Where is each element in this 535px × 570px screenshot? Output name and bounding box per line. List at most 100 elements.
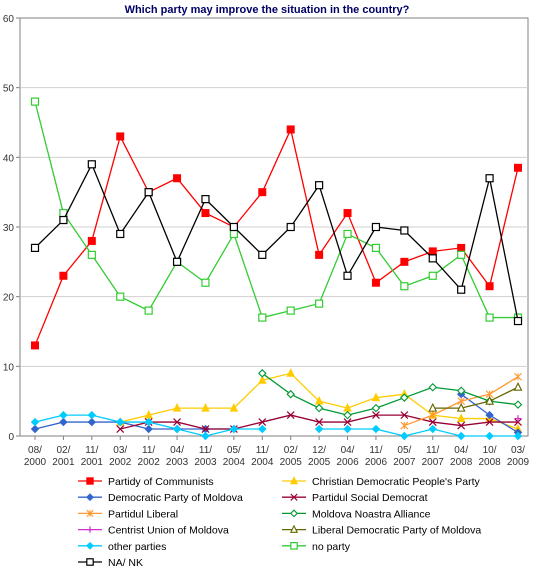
legend: Partidy of Communists Christian Democrati… (78, 476, 481, 569)
x-tick-label: 04/2003 (166, 445, 189, 468)
legend-item: Partidul Liberal (78, 508, 178, 520)
data-point (286, 411, 295, 420)
data-point (428, 382, 438, 392)
data-point (343, 209, 352, 218)
data-point (31, 341, 39, 350)
x-tick-label: 11/2004 (251, 445, 274, 468)
y-tick-label: 40 (3, 153, 15, 164)
data-point (59, 410, 68, 420)
legend-item: Centrist Union of Moldova (78, 525, 229, 537)
legend-item: Christian Democratic People's Party (282, 476, 480, 488)
legend-item: Democratic Party of Moldova (78, 492, 243, 504)
series-liberal-democratic-party-of-moldova (428, 382, 523, 412)
x-tick-label: 03/2009 (507, 445, 530, 468)
data-point (258, 424, 267, 434)
data-point (87, 236, 96, 245)
y-axis: 0 10 20 30 40 50 60 (3, 14, 20, 443)
data-point (456, 402, 466, 412)
data-point (144, 306, 153, 315)
data-point (343, 424, 352, 434)
legend-swatch-marker (86, 493, 94, 502)
data-point (258, 418, 267, 426)
data-point (172, 403, 182, 412)
series-partidul-liberal (400, 372, 522, 430)
series-democratic-party-of-moldova (30, 389, 523, 437)
legend-swatch-marker (86, 509, 94, 517)
x-tick-label: 02/2001 (52, 445, 75, 468)
x-axis: 08/200002/200111/200103/200211/200204/20… (24, 436, 530, 468)
x-tick-label: 10/2008 (478, 445, 501, 468)
data-point (371, 243, 381, 252)
data-point (201, 195, 210, 204)
legend-item: Moldova Noastra Alliance (282, 508, 431, 520)
legend-item: NA/ NK (78, 557, 143, 569)
data-point (201, 425, 210, 433)
data-point (144, 417, 153, 427)
x-tick-label: 03/2002 (109, 445, 132, 468)
data-point (286, 222, 295, 232)
legend-swatch-marker (290, 493, 298, 501)
data-point (116, 132, 125, 141)
data-point (172, 257, 182, 266)
data-point (201, 209, 210, 218)
data-point (457, 243, 466, 252)
y-tick-label: 20 (3, 293, 15, 304)
legend-item: other parties (78, 541, 166, 553)
data-point (315, 181, 324, 190)
y-tick-label: 30 (3, 223, 15, 234)
data-point (144, 188, 153, 197)
data-point (116, 417, 125, 427)
data-point (428, 254, 437, 263)
series-line (34, 127, 519, 346)
legend-swatch-marker (86, 558, 94, 566)
series-partidy-of-communists (31, 125, 522, 350)
series-line (432, 386, 519, 409)
data-point (87, 410, 97, 420)
legend-swatch-marker (86, 477, 94, 485)
series-no-party (30, 97, 523, 322)
data-point (456, 386, 466, 395)
data-point (173, 418, 181, 426)
data-point (457, 285, 466, 294)
legend-label: Christian Democratic People's Party (312, 476, 480, 488)
data-point (457, 250, 466, 259)
x-tick-label: 11/2003 (194, 445, 217, 468)
x-tick-label: 11/2007 (422, 445, 445, 468)
x-tick-label: 11/2006 (365, 445, 388, 468)
data-point (286, 125, 295, 134)
legend-swatch-marker (86, 526, 94, 533)
x-tick-label: 05/2004 (223, 445, 246, 468)
x-tick-label: 08/2000 (24, 445, 47, 468)
legend-swatch-marker (290, 541, 298, 550)
data-point (485, 395, 494, 405)
series-line (34, 101, 518, 319)
data-point (428, 402, 438, 412)
data-point (514, 372, 522, 381)
data-point (87, 417, 97, 427)
data-point (371, 392, 381, 402)
x-tick-label: 05/2007 (393, 445, 416, 468)
series-christian-democratic-people-s-party (115, 368, 523, 433)
data-point (315, 250, 324, 259)
data-point (258, 188, 267, 197)
data-point (173, 174, 182, 183)
data-point (257, 375, 267, 384)
data-point (456, 413, 466, 423)
legend-item: Liberal Democratic Party of Moldova (282, 525, 481, 537)
data-point (59, 271, 68, 280)
legend-item: Partidy of Communists (78, 476, 214, 488)
data-point (30, 97, 40, 106)
series-partidul-social-democrat (116, 411, 522, 433)
data-point (116, 229, 125, 239)
data-point (428, 424, 437, 434)
grid-lines (20, 87, 528, 367)
legend-label: Partidul Social Democrat (312, 492, 428, 504)
series-line (319, 428, 518, 437)
legend-label: Partidy of Communists (108, 476, 214, 488)
data-point (343, 229, 352, 239)
data-point (400, 421, 409, 430)
series-line (261, 372, 519, 416)
data-point (229, 222, 238, 232)
data-point (343, 418, 352, 426)
x-tick-label: 04/2008 (450, 445, 473, 468)
